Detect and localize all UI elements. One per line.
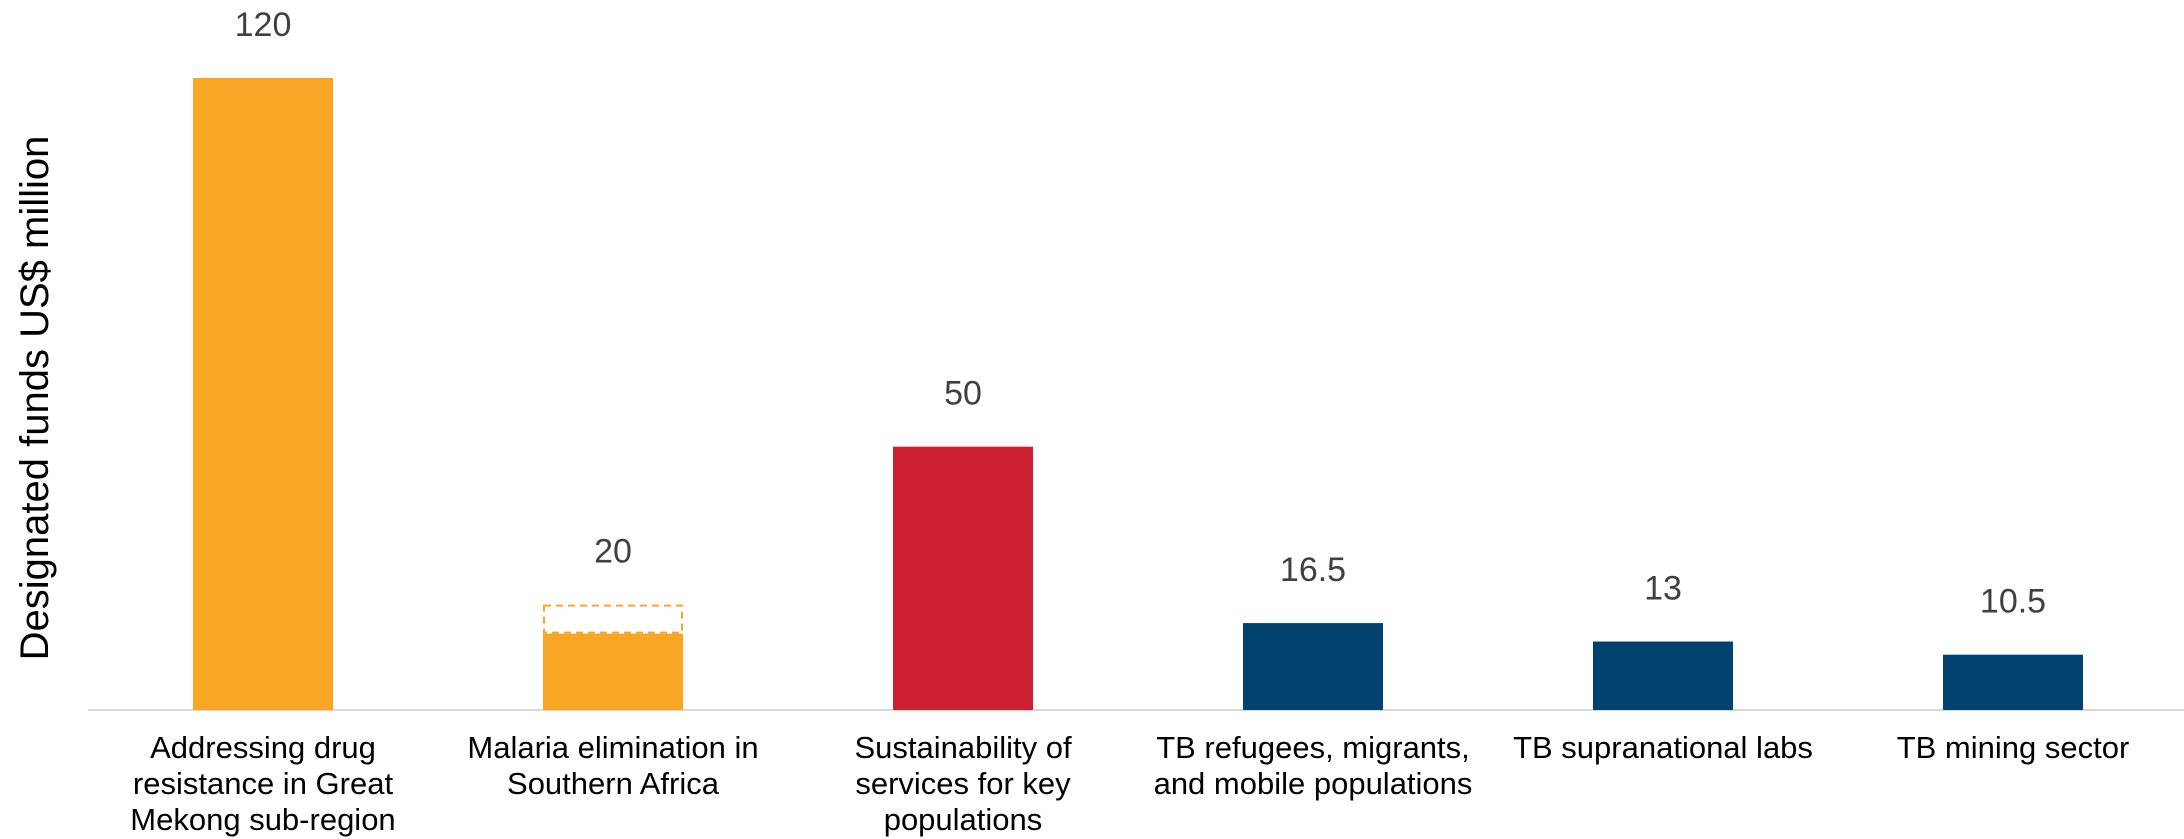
value-labels-group: 120 20 50 16.5 13 10.5	[235, 6, 2046, 621]
category-label-0: Addressing drug resistance in Great Mekong…	[130, 730, 395, 837]
category-label-4: TB supranational labs	[1513, 730, 1813, 765]
bars-group	[193, 78, 2083, 710]
category-labels-group: Addressing drug resistance in Great Mekong…	[130, 730, 2129, 837]
bar-1-dashed-outline	[543, 604, 683, 634]
category-label-1: Malaria elimination in Southern Africa	[467, 730, 758, 801]
value-label-5: 10.5	[1980, 583, 2046, 621]
bar-0	[193, 78, 333, 710]
y-axis-label: Designated funds US$ million	[13, 136, 57, 661]
value-label-1: 20	[594, 533, 632, 571]
bar-5	[1943, 654, 2083, 710]
value-label-0: 120	[235, 6, 292, 44]
category-label-2: Sustainability of services for key populat…	[854, 730, 1072, 837]
category-label-3: TB refugees, migrants, and mobile populat…	[1154, 730, 1473, 801]
bar-2	[893, 446, 1033, 710]
value-label-2: 50	[944, 375, 982, 413]
bar-4	[1593, 641, 1733, 710]
value-label-3: 16.5	[1280, 551, 1346, 589]
category-label-5: TB mining sector	[1897, 730, 2130, 765]
bar-3	[1243, 623, 1383, 710]
bar-1	[543, 633, 683, 710]
value-label-4: 13	[1644, 570, 1682, 608]
